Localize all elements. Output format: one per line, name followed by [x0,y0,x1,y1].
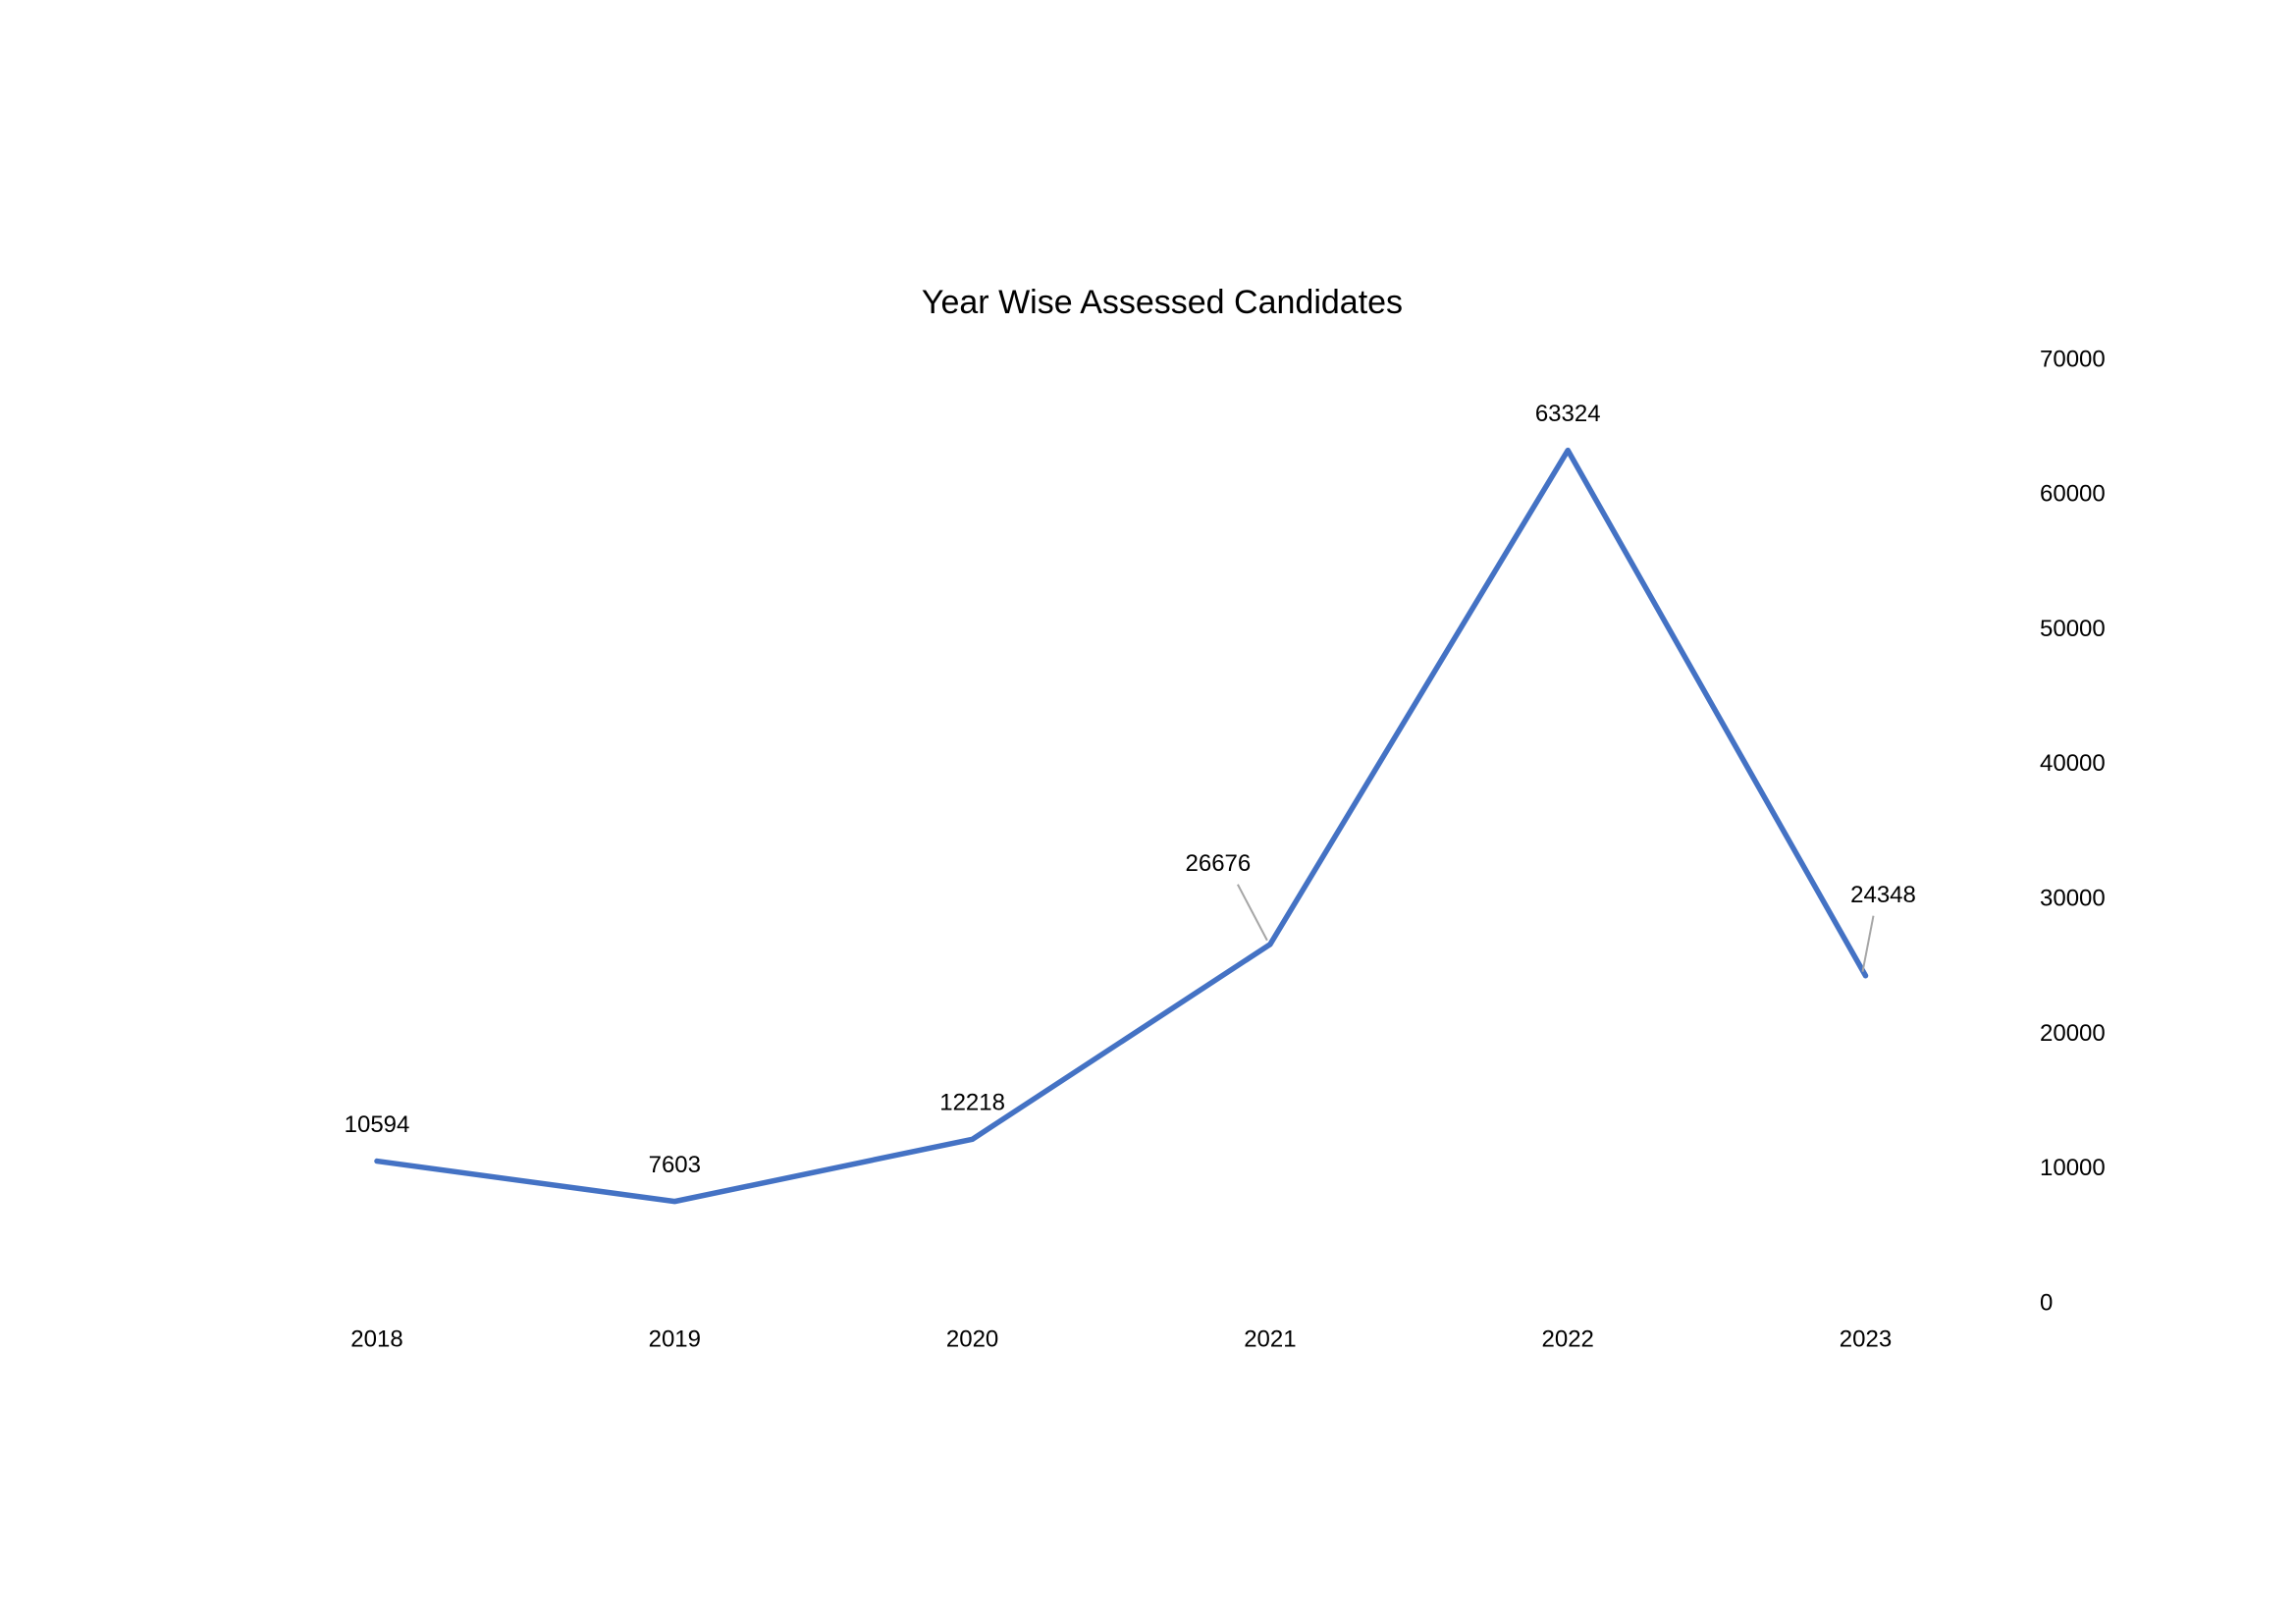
x-tick-label: 2018 [350,1326,402,1352]
y-tick-label: 70000 [2040,346,2106,372]
data-label: 12218 [939,1090,1005,1116]
data-label: 24348 [1850,882,1916,908]
x-tick-label: 2020 [946,1326,998,1352]
line-series [374,447,1869,1205]
x-tick-label: 2022 [1542,1326,1594,1352]
x-tick-label: 2019 [649,1326,701,1352]
data-label: 10594 [345,1111,410,1138]
x-tick-label: 2021 [1244,1326,1296,1352]
x-tick-label: 2023 [1840,1326,1892,1352]
data-label: 26676 [1186,850,1252,877]
y-tick-label: 60000 [2040,481,2106,508]
y-tick-label: 30000 [2040,885,2106,911]
y-tick-label: 0 [2040,1289,2053,1316]
leader-line [1861,915,1875,972]
y-tick-label: 10000 [2040,1155,2106,1181]
data-label: 63324 [1535,401,1601,427]
y-tick-label: 20000 [2040,1020,2106,1047]
y-tick-label: 50000 [2040,616,2106,642]
data-label: 7603 [649,1152,701,1178]
chart-title: Year Wise Assessed Candidates [922,284,1403,321]
leader-line [1237,884,1268,942]
y-tick-label: 40000 [2040,750,2106,777]
